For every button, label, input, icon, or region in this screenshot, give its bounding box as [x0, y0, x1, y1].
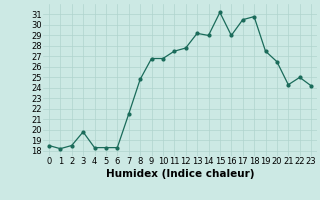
- X-axis label: Humidex (Indice chaleur): Humidex (Indice chaleur): [106, 169, 254, 179]
